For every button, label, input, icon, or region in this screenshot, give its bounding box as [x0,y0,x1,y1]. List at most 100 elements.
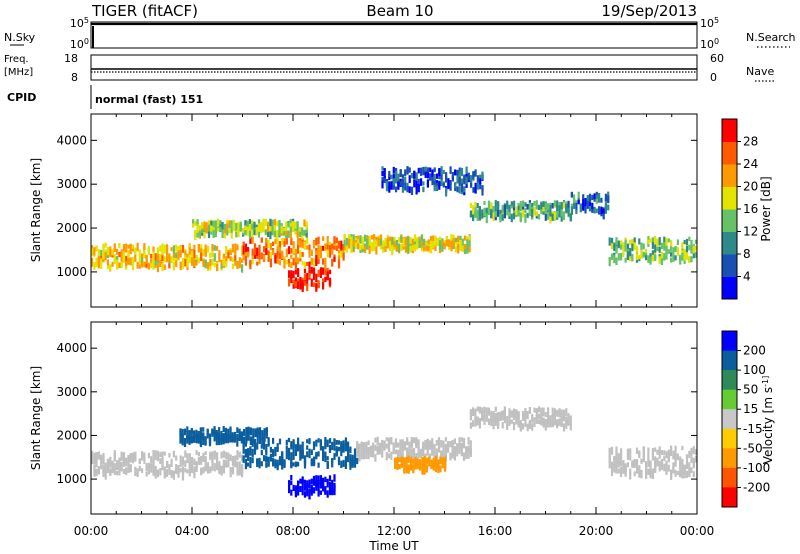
velocity-cell [227,433,230,440]
velocity-cell [241,464,244,472]
velocity-cell [487,418,491,425]
velocity-cell [517,416,520,425]
velocity-cell [129,464,132,473]
velocity-cell [211,451,214,459]
power-cell [308,261,311,270]
power-cell [134,254,137,262]
power-cell [413,234,417,242]
power-cell [651,254,654,262]
beam-title: Beam 10 [366,2,433,20]
power-cell [290,248,293,254]
velocity-cell [397,449,400,458]
velocity-cell [695,449,698,455]
velocity-cell [326,490,329,498]
velocity-cell [467,437,470,445]
x-tick-label: 08:00 [276,524,311,538]
power-cell [465,171,468,180]
cpid-label: CPID [7,91,36,104]
velocity-cell [274,459,277,465]
velocity-cell [197,456,200,465]
power-cell [656,243,659,252]
velocity-cell [372,442,375,447]
power-colorbar-tick-label: 20 [743,180,758,194]
velocity-y-axis-label: Slant Range [km] [29,366,43,470]
velocity-cell [417,442,420,450]
power-cell [395,239,398,249]
power-cell [227,252,230,259]
velocity-cell [297,442,300,449]
velocity-cell [690,467,693,473]
velocity-cell [322,446,325,453]
power-cell [459,235,462,241]
power-cell [209,264,212,271]
power-cell [549,209,552,217]
power-cell [426,167,429,173]
velocity-cell [415,438,418,445]
power-cell [256,247,259,256]
velocity-cell [681,445,684,451]
velocity-cell [236,467,239,476]
power-cell [238,262,241,269]
power-cell [402,238,405,247]
velocity-cell [134,456,137,462]
velocity-cell [156,450,160,459]
velocity-cell [417,447,420,452]
velocity-cell [211,455,214,464]
power-cell [257,219,261,227]
velocity-cell [256,429,259,435]
power-cell [343,234,346,240]
power-cell [258,251,261,260]
power-cell [319,252,322,259]
velocity-cell [147,452,150,459]
velocity-cell [406,450,409,458]
power-cell [591,202,594,209]
power-cell [447,178,450,185]
velocity-cell [344,437,347,446]
power-cell [337,240,341,249]
power-cell [299,281,302,290]
velocity-cell [367,440,370,446]
velocity-cell [326,478,329,485]
power-cell [569,214,572,221]
power-cell [175,254,178,263]
power-cell [442,183,445,188]
power-cell [528,207,531,216]
velocity-cell [116,460,119,465]
power-cell [287,259,291,264]
velocity-cell [120,464,123,472]
power-cell [267,225,270,232]
power-cell [290,254,293,259]
power-band-0 [91,242,244,273]
power-cell [118,251,121,258]
power-cell [274,238,277,245]
power-cell [533,201,536,206]
velocity-cell [247,462,250,467]
power-cell [340,250,343,258]
power-cell [610,253,614,260]
velocity-cell [540,407,543,415]
velocity-cell [301,450,304,459]
power-cell [595,208,598,214]
power-cell [292,270,295,279]
velocity-cell [474,418,477,427]
power-cell [620,240,623,245]
velocity-cell [113,467,116,475]
velocity-cell [294,444,297,449]
power-colorbar-tick-label: 12 [743,225,758,239]
velocity-cell [426,439,429,449]
velocity-cell [506,415,509,423]
power-cell [194,231,197,241]
velocity-cell [310,449,313,455]
power-cell [290,237,293,246]
velocity-cell [394,441,397,448]
power-cell [647,255,650,263]
velocity-cell [615,464,618,474]
power-cell [191,257,194,266]
power-cell [463,176,466,185]
power-cell [348,240,351,249]
power-cell [163,256,166,263]
velocity-cell [622,460,625,468]
velocity-cell [553,408,556,416]
velocity-cell [274,447,277,457]
power-cell [193,258,196,267]
